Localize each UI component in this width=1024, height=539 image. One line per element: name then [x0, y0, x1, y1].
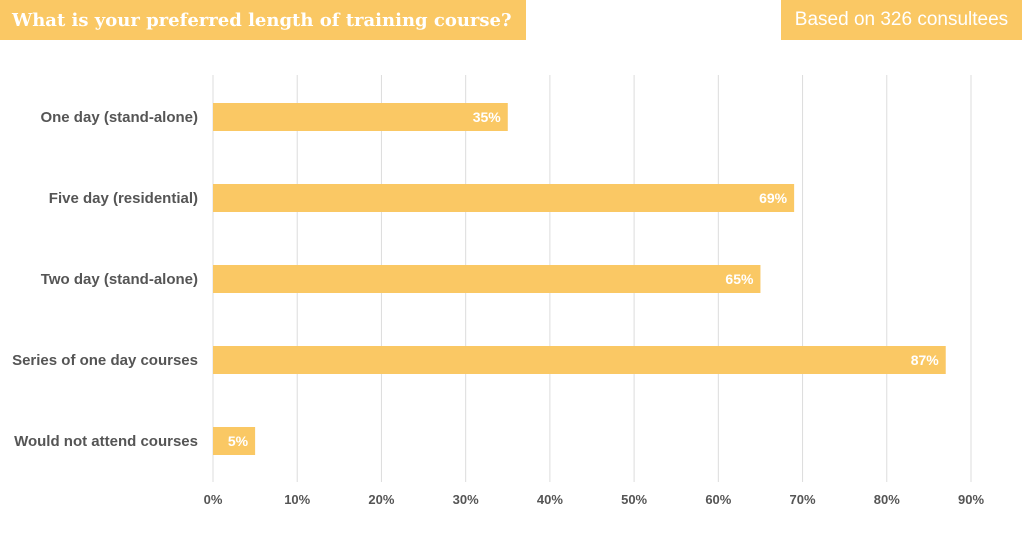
bar [213, 346, 946, 374]
x-tick-label: 20% [368, 492, 394, 507]
chart-title-banner: What is your preferred length of trainin… [0, 0, 526, 40]
bar [213, 103, 508, 131]
x-tick-label: 30% [453, 492, 479, 507]
sample-size-text: Based on 326 consultees [794, 9, 1009, 30]
x-tick-label: 40% [537, 492, 563, 507]
x-tick-label: 50% [621, 492, 647, 507]
data-label: 5% [228, 433, 249, 449]
x-tick-label: 90% [958, 492, 984, 507]
category-label: Five day (residential) [49, 190, 198, 207]
category-label: Would not attend courses [14, 433, 198, 450]
x-tick-label: 70% [790, 492, 816, 507]
x-tick-label: 0% [204, 492, 223, 507]
x-tick-label: 80% [874, 492, 900, 507]
data-label: 35% [473, 109, 502, 125]
bar [213, 427, 256, 455]
data-label: 87% [911, 352, 940, 368]
category-label: One day (stand-alone) [40, 109, 198, 126]
sample-size-badge: Based on 326 consultees [781, 0, 1022, 40]
bar [213, 184, 795, 212]
x-tick-label: 10% [284, 492, 310, 507]
category-label: Series of one day courses [12, 352, 198, 369]
chart-title: What is your preferred length of trainin… [12, 9, 512, 31]
category-label: Two day (stand-alone) [41, 271, 198, 288]
bar [213, 265, 761, 293]
data-label: 65% [725, 271, 754, 287]
x-tick-label: 60% [705, 492, 731, 507]
data-label: 69% [759, 190, 788, 206]
